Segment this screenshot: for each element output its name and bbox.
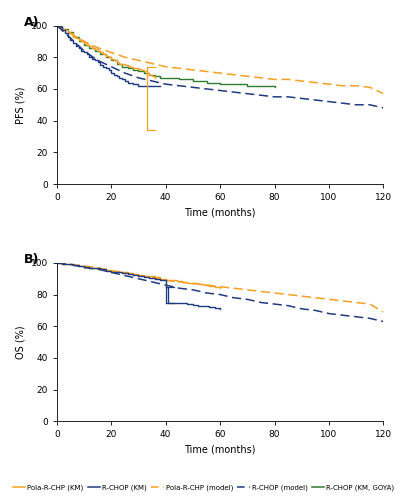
Text: B): B) (24, 254, 39, 266)
X-axis label: Time (months): Time (months) (184, 445, 256, 455)
Y-axis label: OS (%): OS (%) (15, 326, 25, 359)
Legend: Pola-R-CHP (KM), R-CHOP (KM), Pola-R-CHP (model), R-CHOP (model), R-CHOP (KM, GO: Pola-R-CHP (KM), R-CHOP (KM), Pola-R-CHP… (10, 482, 397, 494)
X-axis label: Time (months): Time (months) (184, 208, 256, 218)
Text: A): A) (24, 16, 39, 29)
Y-axis label: PFS (%): PFS (%) (15, 86, 25, 124)
